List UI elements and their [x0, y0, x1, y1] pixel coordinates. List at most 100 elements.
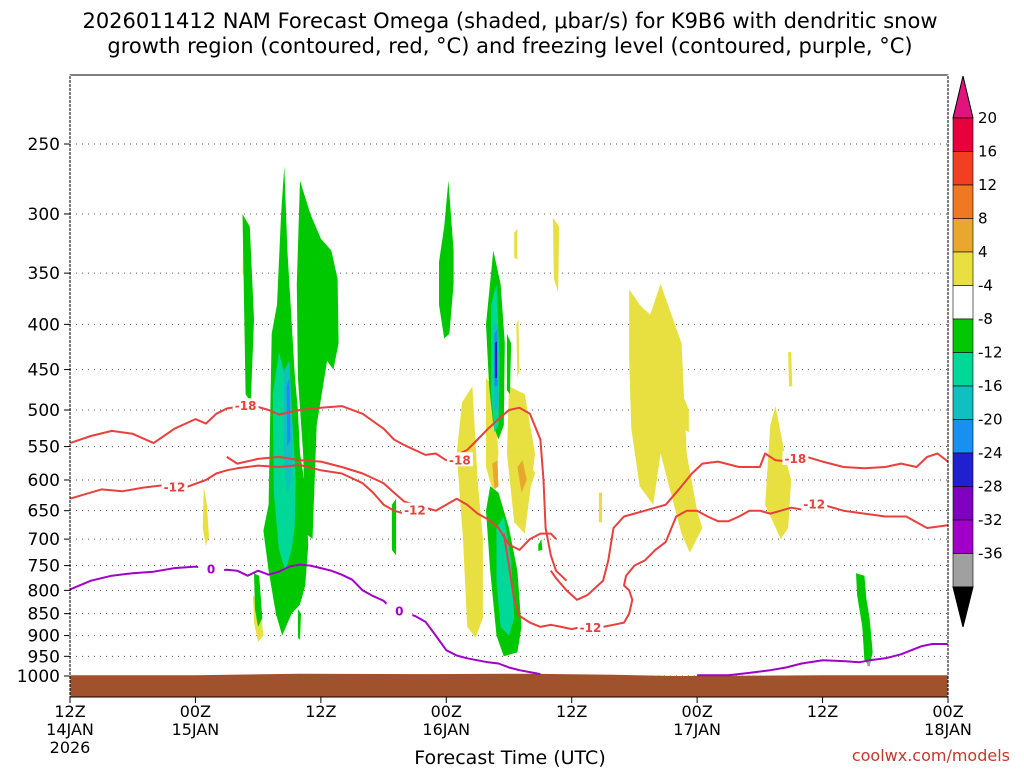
colorbar-swatch-10 [952, 452, 974, 487]
colorbar-label-7: -12 [978, 344, 1003, 362]
colorbar-swatch-1 [952, 151, 974, 186]
colorbar-swatch-8 [952, 385, 974, 420]
contour-label-minus12-left-1: -12 [404, 504, 426, 518]
contour-minus18-right [549, 452, 948, 601]
colorbar-swatch-6 [952, 318, 974, 353]
omega-region-7 [516, 319, 520, 378]
contour-label-minus12-right-1: -12 [803, 498, 825, 512]
contour-label-bg-minus18-upper-1 [446, 452, 473, 467]
x-tick-7-line2: 18JAN [924, 720, 972, 739]
colorbar-swatch-13 [952, 553, 974, 588]
omega-region-15 [242, 214, 254, 403]
contour-label-freezing-level-0: 0 [207, 563, 215, 577]
omega-region-22 [439, 180, 454, 339]
omega-region-27 [856, 573, 873, 667]
contour-freezing-level-east [697, 643, 948, 677]
x-axis-label: Forecast Time (UTC) [414, 747, 605, 768]
colorbar-swatch-12 [952, 519, 974, 554]
y-axis: 2503003504004505005506006507007508008509… [17, 135, 70, 687]
colorbar-swatch-9 [952, 419, 974, 454]
omega-region-38 [517, 460, 527, 493]
chart-title-line1: 2026011412 NAM Forecast Omega (shaded, μ… [82, 9, 937, 33]
contour-label-minus18-upper-0: -18 [235, 399, 257, 413]
y-tick-900: 900 [28, 627, 60, 647]
contour-label-bg-minus12-left-1 [401, 502, 428, 517]
contour-label-minus12-left-0: -12 [164, 481, 186, 495]
omega-region-11 [682, 394, 689, 433]
omega-region-21 [391, 498, 397, 556]
y-tick-500: 500 [28, 401, 60, 421]
colorbar-label-9: -20 [978, 411, 1003, 429]
x-tick-0-line2: 14JAN [46, 720, 94, 739]
x-tick-2-line1: 12Z [305, 702, 336, 721]
omega-region-26 [538, 539, 543, 551]
x-tick-0-line1: 12Z [54, 702, 85, 721]
omega-region-5 [506, 386, 536, 534]
omega-region-17 [296, 180, 339, 540]
omega-colorbar: 20 16 12 8 4 -4 -8 -12 -16 -20 -24 -28 -32 -36 [952, 75, 1003, 628]
colorbar-label-13: -36 [978, 545, 1003, 563]
contour-label-bg-freezing-level-0 [198, 561, 225, 576]
y-tick-550: 550 [28, 438, 60, 458]
contour-label-bg-minus18-upper-0 [232, 398, 259, 413]
chart-title-line2: growth region (contoured, red, °C) and f… [107, 34, 912, 58]
colorbar-swatch-5 [952, 285, 974, 320]
x-tick-3-line1: 00Z [431, 702, 462, 721]
omega-region-9 [514, 229, 518, 260]
colorbar-label-0: 20 [978, 109, 997, 127]
omega-region-3 [456, 386, 483, 638]
omega-region-1 [202, 486, 209, 546]
contour-label-bg-minus12-right-0 [577, 619, 604, 634]
x-tick-1-line1: 00Z [180, 702, 211, 721]
omega-region-10 [629, 283, 703, 553]
contour-label-freezing-level-1: 0 [395, 604, 403, 618]
omega-region-19 [274, 585, 281, 619]
contour-minus18-lower [226, 455, 416, 506]
colorbar-swatch-11 [952, 486, 974, 521]
y-tick-950: 950 [28, 647, 60, 667]
omega-region-13 [788, 352, 793, 387]
colorbar-swatch-2 [952, 184, 974, 219]
omega-region-37 [866, 660, 871, 667]
colorbar-label-3: 8 [978, 210, 988, 228]
contour-minus12-right [502, 503, 948, 631]
x-tick-5-line1: 00Z [681, 702, 712, 721]
x-tick-3-line2: 16JAN [422, 720, 470, 739]
x-tick-0-line3: 2026 [50, 738, 91, 757]
omega-region-8 [552, 217, 560, 293]
x-tick-6-line1: 12Z [807, 702, 838, 721]
y-tick-400: 400 [28, 315, 60, 335]
x-tick-5-line2: 17JAN [673, 720, 721, 739]
omega-region-36 [495, 352, 497, 374]
colorbar-label-4: 4 [978, 243, 988, 261]
y-tick-650: 650 [28, 502, 60, 522]
colorbar-swatch-7 [952, 352, 974, 387]
colorbar-swatch-3 [952, 218, 974, 253]
credit-text: coolwx.com/models [852, 746, 1010, 765]
contour-label-bg-freezing-level-1 [386, 603, 413, 618]
colorbar-label-8: -16 [978, 377, 1003, 395]
omega-region-39 [492, 460, 499, 490]
y-tick-850: 850 [28, 605, 60, 625]
colorbar-label-5: -4 [978, 277, 993, 295]
plot-area: -18 -18 -18 -12 -12 -12 -12 0 0 [70, 143, 948, 697]
omega-region-18 [254, 573, 263, 627]
colorbar-swatch-4 [952, 251, 974, 286]
x-tick-1-line2: 15JAN [172, 720, 220, 739]
contour-label-bg-minus18-right-0 [782, 450, 809, 465]
omega-region-25 [506, 333, 512, 395]
terrain [70, 673, 948, 697]
contour-label-bg-minus12-right-1 [801, 496, 828, 511]
colorbar-top-arrow [952, 75, 974, 119]
colorbar-label-11: -28 [978, 478, 1003, 496]
y-tick-600: 600 [28, 471, 60, 491]
plot-frame [69, 74, 949, 698]
contour-label-bg-minus12-left-0 [161, 479, 188, 494]
x-tick-4-line1: 12Z [556, 702, 587, 721]
contour-label-minus18-right-0: -18 [785, 452, 807, 466]
colorbar-swatch-0 [952, 117, 974, 152]
y-tick-700: 700 [28, 530, 60, 550]
y-tick-450: 450 [28, 361, 60, 381]
colorbar-bottom-arrow [952, 586, 974, 628]
